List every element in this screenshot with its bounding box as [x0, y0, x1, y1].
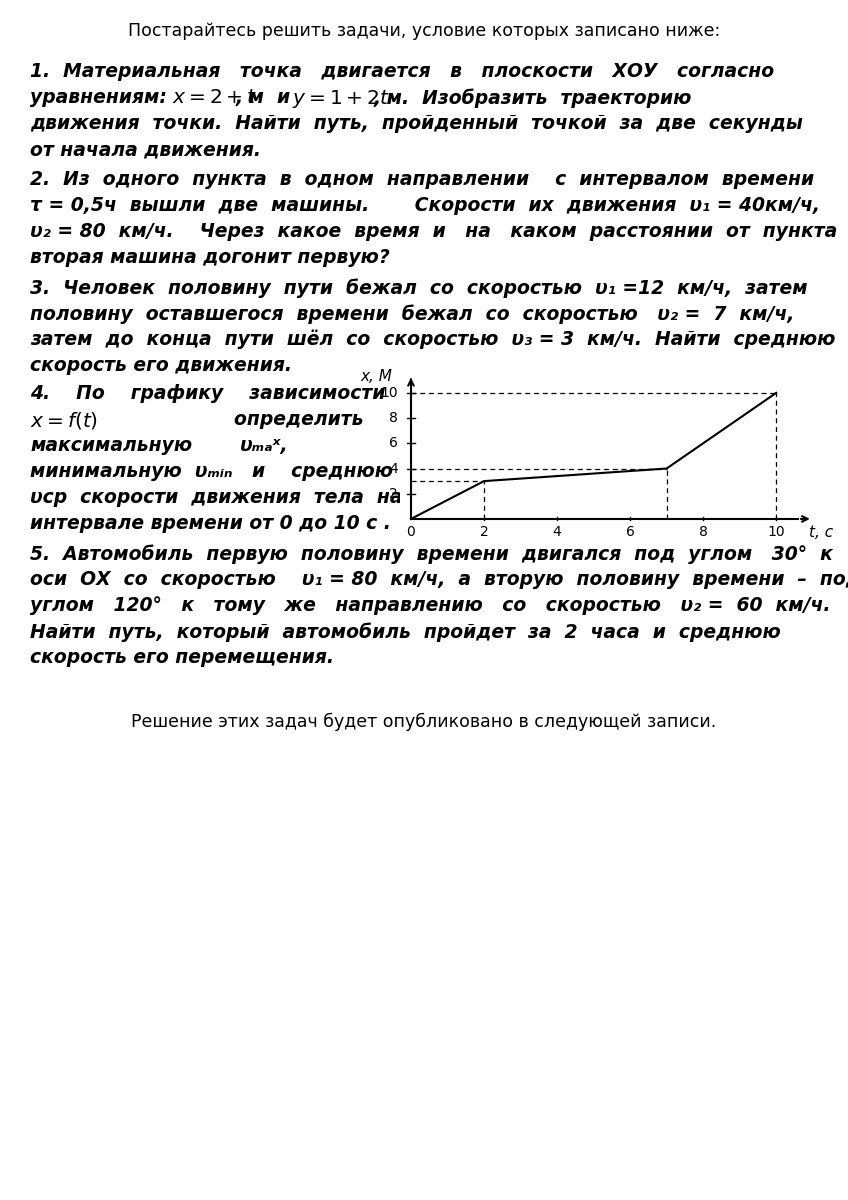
Text: 8: 8	[389, 412, 399, 425]
Text: $y = 1 + 2t$: $y = 1 + 2t$	[292, 88, 390, 110]
Text: 4.    По    графику    зависимости: 4. По графику зависимости	[30, 384, 385, 403]
Text: максимальную: максимальную	[30, 436, 192, 455]
Text: Решение этих задач будет опубликовано в следующей записи.: Решение этих задач будет опубликовано в …	[131, 713, 717, 731]
Text: υ₂ = 80  км/ч.    Через  какое  время  и   на   каком  расстоянии  от  пункта: υ₂ = 80 км/ч. Через какое время и на как…	[30, 222, 837, 241]
Text: минимальную  υₘᵢₙ   и    среднюю: минимальную υₘᵢₙ и среднюю	[30, 462, 393, 481]
Text: 10: 10	[381, 386, 399, 400]
Text: 4: 4	[389, 462, 399, 475]
Text: Постарайтесь решить задачи, условие которых записано ниже:: Постарайтесь решить задачи, условие кото…	[128, 22, 720, 40]
Text: υₘₐˣ,: υₘₐˣ,	[240, 436, 288, 455]
Text: , м.  Изобразить  траекторию: , м. Изобразить траекторию	[374, 88, 692, 108]
Text: скорость его движения.: скорость его движения.	[30, 356, 292, 374]
Text: от начала движения.: от начала движения.	[30, 140, 261, 158]
Text: 1.  Материальная   точка   двигается   в   плоскости   ХОУ   согласно: 1. Материальная точка двигается в плоско…	[30, 62, 774, 80]
Text: 6: 6	[626, 524, 634, 539]
Text: Найти  путь,  который  автомобиль  пройдет  за  2  часа  и  среднюю: Найти путь, который автомобиль пройдет з…	[30, 622, 781, 642]
Text: t, с: t, с	[809, 526, 834, 540]
Text: углом   120°   к   тому   же   направлению   со   скоростью   υ₂ =  60  км/ч.: углом 120° к тому же направлению со скор…	[30, 596, 830, 614]
Text: затем  до  конца  пути  шёл  со  скоростью  υ₃ = 3  км/ч.  Найти  среднюю: затем до конца пути шёл со скоростью υ₃ …	[30, 330, 835, 349]
Text: интервале времени от 0 до 10 с .: интервале времени от 0 до 10 с .	[30, 514, 391, 533]
Text: 8: 8	[699, 524, 707, 539]
Text: 2: 2	[480, 524, 488, 539]
Text: 0: 0	[406, 524, 416, 539]
Text: определить: определить	[130, 410, 364, 428]
Text: 4: 4	[553, 524, 561, 539]
Text: 6: 6	[389, 437, 399, 450]
Text: уравнениям:: уравнениям:	[30, 88, 180, 107]
Text: 5.  Автомобиль  первую  половину  времени  двигался  под  углом   30°  к: 5. Автомобиль первую половину времени дв…	[30, 544, 833, 564]
Text: половину  оставшегося  времени  бежал  со  скоростью   υ₂ =  7  км/ч,: половину оставшегося времени бежал со ск…	[30, 304, 795, 324]
Text: , м  и: , м и	[236, 88, 310, 107]
Text: оси  ОХ  со  скоростью    υ₁ = 80  км/ч,  а  вторую  половину  времени  –  под: оси ОХ со скоростью υ₁ = 80 км/ч, а втор…	[30, 570, 848, 589]
Text: $x = f(t)$: $x = f(t)$	[30, 410, 98, 431]
Text: движения  точки.  Найти  путь,  пройденный  точкой  за  две  секунды: движения точки. Найти путь, пройденный т…	[30, 114, 803, 133]
Text: x, М: x, М	[360, 370, 393, 384]
Text: υср  скорости  движения  тела  на: υср скорости движения тела на	[30, 488, 403, 506]
Text: τ = 0,5ч  вышли  две  машины.       Скорости  их  движения  υ₁ = 40км/ч,: τ = 0,5ч вышли две машины. Скорости их д…	[30, 196, 820, 215]
Text: 3.  Человек  половину  пути  бежал  со  скоростью  υ₁ =12  км/ч,  затем: 3. Человек половину пути бежал со скорос…	[30, 278, 807, 298]
Text: $x = 2+t$: $x = 2+t$	[172, 88, 257, 107]
Text: скорость его перемещения.: скорость его перемещения.	[30, 648, 334, 667]
Text: 10: 10	[767, 524, 785, 539]
Text: 2.  Из  одного  пункта  в  одном  направлении    с  интервалом  времени: 2. Из одного пункта в одном направлении …	[30, 170, 814, 188]
Text: 2: 2	[389, 487, 399, 500]
Text: вторая машина догонит первую?: вторая машина догонит первую?	[30, 248, 390, 266]
